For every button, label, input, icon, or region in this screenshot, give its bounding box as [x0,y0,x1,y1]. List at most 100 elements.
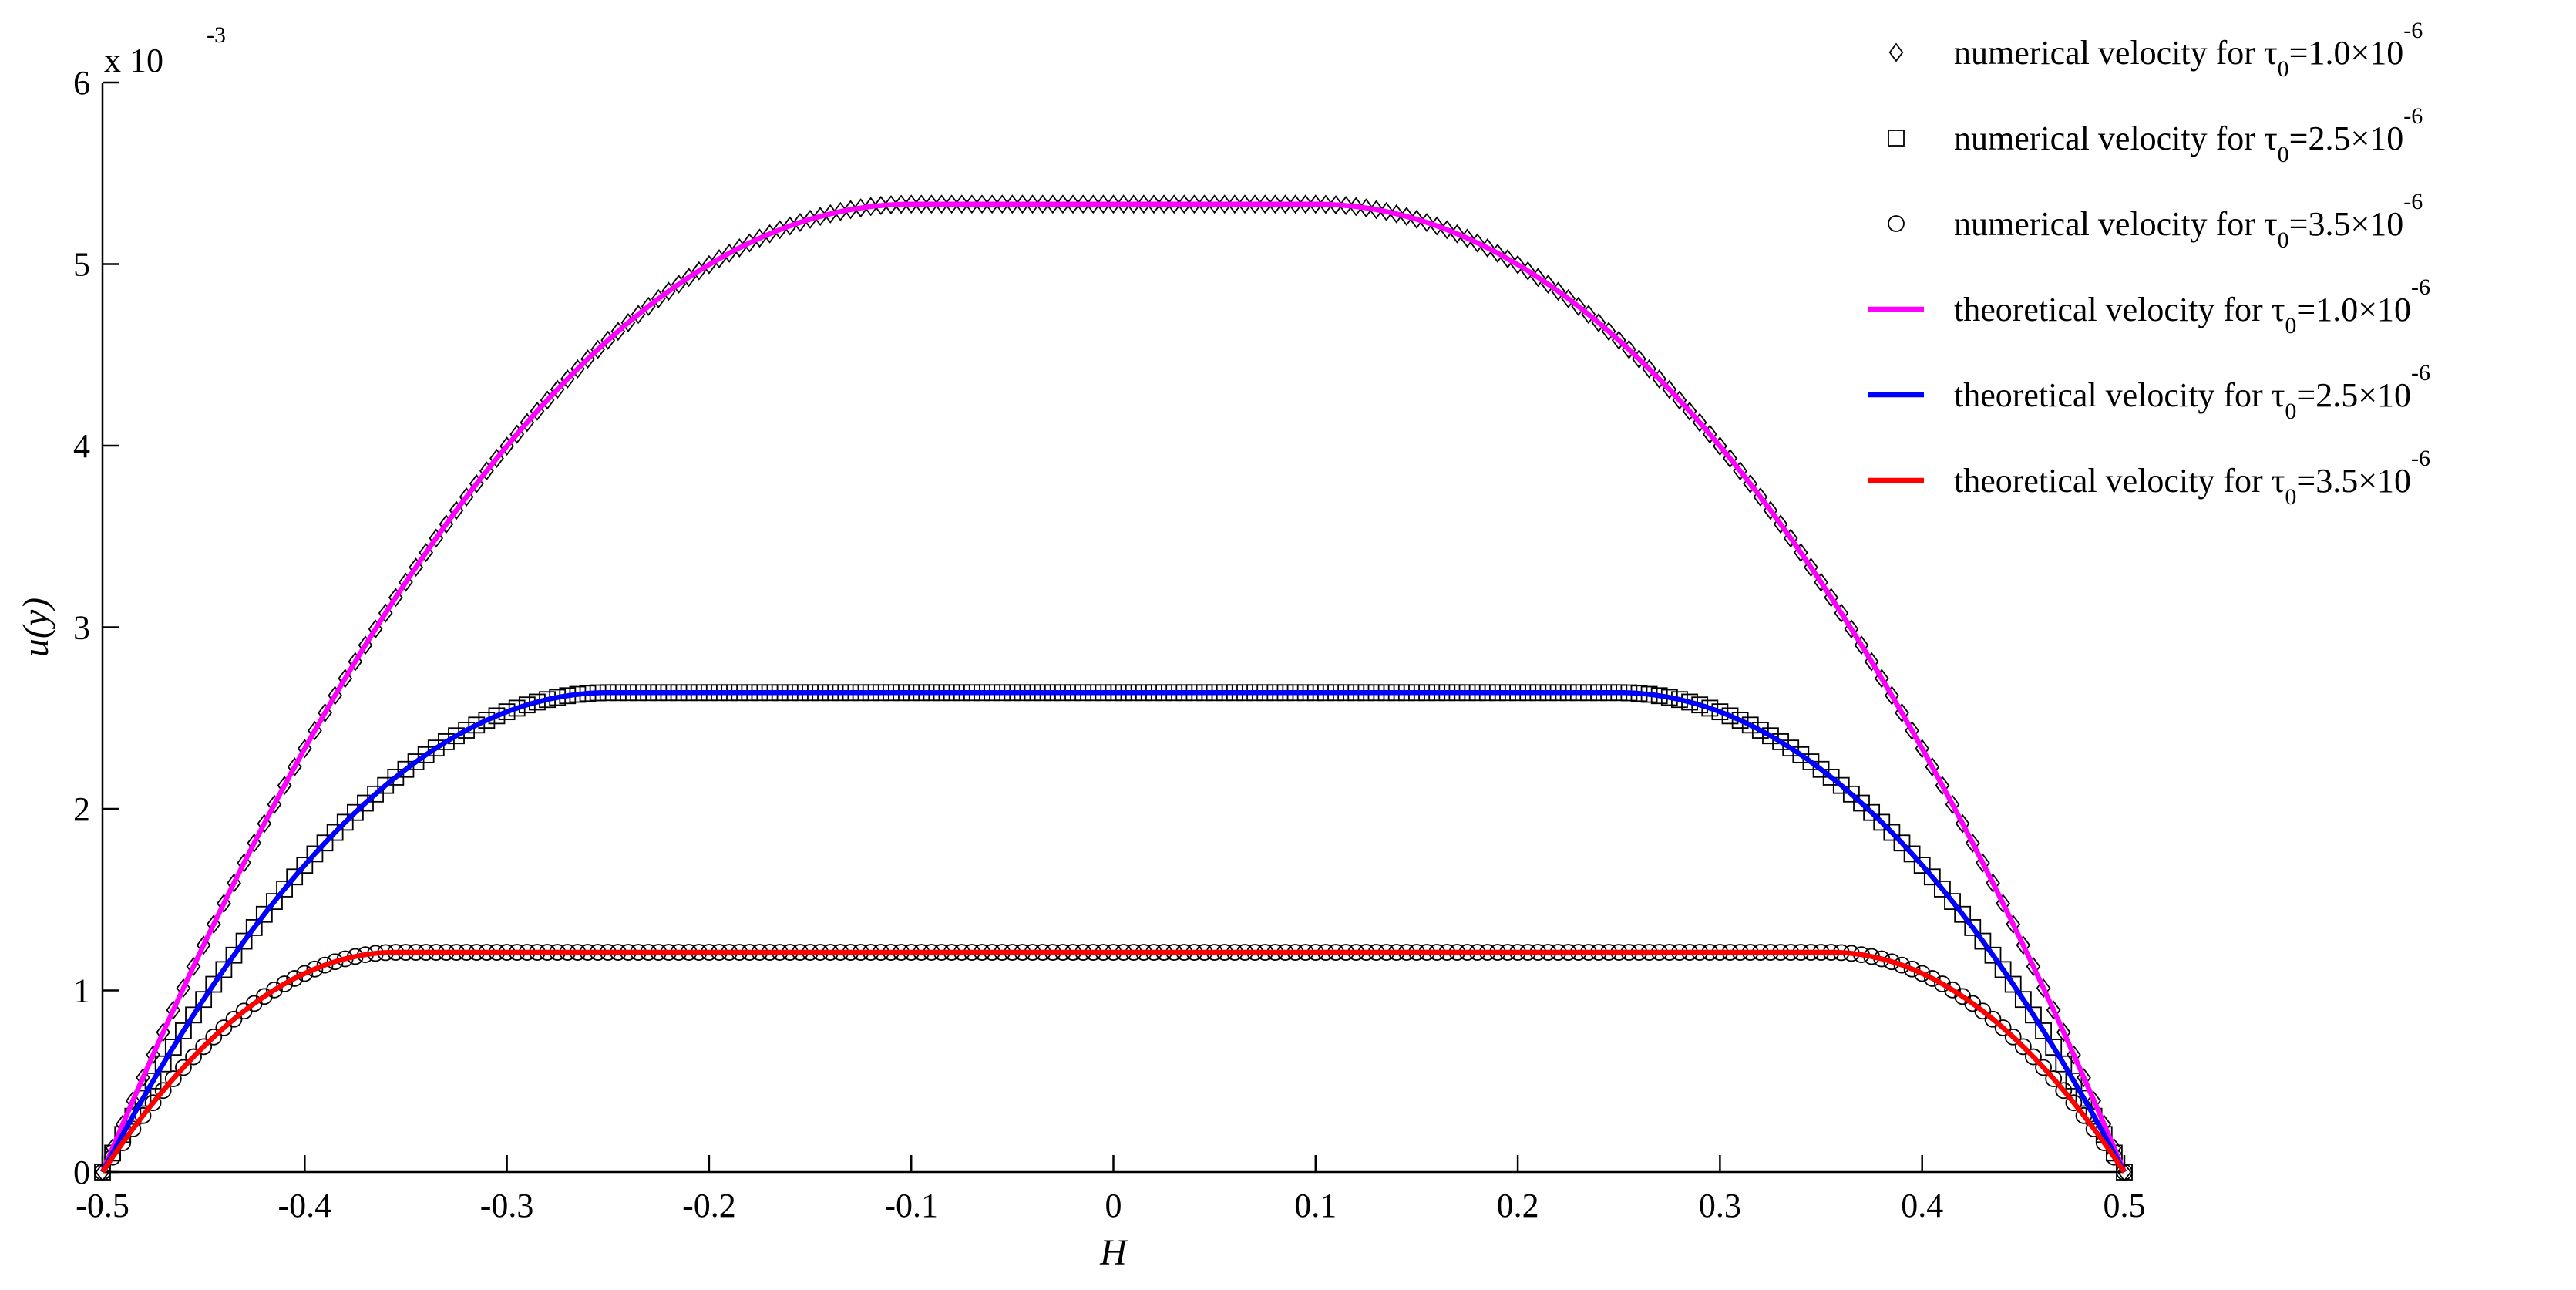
x-tick-label: 0.2 [1497,1187,1539,1224]
y-multiplier-base: x 10 [104,42,163,79]
data-point-circle [2065,1094,2083,1112]
x-tick-label: -0.1 [884,1187,938,1224]
data-point-square [1934,881,1951,898]
data-point-square [1984,946,2002,964]
data-point-diamond [1267,194,1283,214]
data-point-diamond [1288,194,1303,214]
x-tick-label: 0 [1105,1187,1122,1224]
data-point-square [458,722,476,739]
data-point-circle [296,965,314,982]
data-point-diamond [954,194,970,214]
data-point-circle [276,975,293,992]
data-point-circle [1984,1010,2002,1028]
data-point-square [1893,834,1911,852]
data-point-square [235,932,253,950]
series-blue [100,690,2127,1174]
data-point-square [1954,905,1972,923]
theoretical-line-red [100,949,2127,1174]
legend-label: numerical velocity for τ0=2.5×10-6 [1954,103,2423,167]
data-point-square [1711,703,1729,721]
data-point-diamond [1126,194,1142,214]
data-point-square [1731,712,1749,729]
data-point-square [1751,722,1769,739]
data-point-diamond [1176,194,1192,214]
data-point-diamond [1085,194,1101,214]
legend-label: theoretical velocity for τ0=3.5×10-6 [1954,446,2430,510]
data-point-diamond [964,194,980,214]
data-point-diamond [206,914,221,935]
data-point-square [225,946,243,964]
data-point-diamond [2087,1091,2102,1111]
y-axis-label: u(y) [15,598,56,657]
data-point-diamond [1986,873,2000,893]
data-point-circle [1934,975,1951,992]
legend-label-sub: 0 [2285,484,2296,510]
data-point-square [498,703,516,721]
data-point-circle [286,970,304,987]
data-point-circle [1913,965,1931,982]
data-point-diamond [1318,194,1333,214]
data-point-square [185,1006,202,1024]
y-tick-label: 4 [73,427,90,465]
y-tick-label: 6 [73,64,90,102]
x-axis-label: H [1099,1232,1128,1273]
legend-entry-red: theoretical velocity for τ0=3.5×10-6 [1868,446,2430,510]
data-point-diamond [974,194,990,214]
data-point-diamond [1055,194,1071,214]
y-tick-label: 5 [73,246,90,284]
data-point-square [1913,857,1931,874]
data-point-square [316,834,334,852]
data-point-circle [1974,1002,1992,1020]
data-point-square [1964,919,1982,936]
data-point-square [448,727,465,745]
legend-label-main: numerical velocity for τ [1954,205,2278,243]
data-point-diamond [1025,194,1040,214]
data-point-diamond [1328,195,1343,215]
data-point-square [306,845,324,863]
axes: -0.5 -0.4 -0.3 -0.2 -0.1 0 0.1 0.2 0.3 0.4 0.5 0 1 2 3… [15,22,2146,1273]
data-point-square [417,746,435,763]
legend-label-main: numerical velocity for τ [1954,120,2278,157]
legend-label-sup: -6 [2403,189,2423,214]
data-point-diamond [1257,194,1273,214]
legend-label-mid: =3.5×10 [2296,462,2411,500]
series-diamond [95,194,2132,1182]
data-point-diamond [166,1000,181,1020]
data-point-diamond [924,194,939,214]
data-point-square [2035,1022,2052,1039]
legend-marker-circle [1888,215,1905,232]
data-point-square [1923,868,1941,886]
data-point-diamond [1035,194,1051,214]
data-point-square [1842,785,1860,803]
theoretical-line-magenta [100,201,2127,1174]
data-point-circle [2116,1164,2133,1181]
data-point-diamond [1015,194,1030,214]
data-point-diamond [156,1022,171,1042]
data-point-diamond [1106,194,1121,214]
data-point-circle [185,1048,202,1066]
data-point-circle [94,1164,111,1181]
data-point-square [144,1072,162,1090]
data-point-diamond [2056,1022,2071,1042]
y-tick-label: 3 [73,609,90,647]
data-point-diamond [196,935,211,955]
data-point-diamond [2067,1045,2081,1065]
legend-label-sub: 0 [2278,56,2289,82]
data-point-square [1772,733,1789,750]
data-point-circle [225,1010,243,1028]
data-point-diamond [1065,194,1081,214]
series-square [94,684,2133,1181]
data-point-square [1832,776,1850,794]
legend-label-main: theoretical velocity for τ [1954,291,2285,328]
data-point-square [2025,1006,2042,1024]
x-tick-label: -0.2 [682,1187,736,1224]
data-point-square [2045,1039,2063,1056]
data-point-diamond [2036,978,2051,999]
y-tick-label: 2 [73,790,90,828]
data-point-circle [255,988,273,1005]
data-point-square [154,1055,172,1073]
data-point-diamond [227,873,241,893]
data-point-circle [205,1028,223,1046]
data-point-square [1741,716,1759,734]
x-tick-label: 0.5 [2104,1187,2146,1224]
